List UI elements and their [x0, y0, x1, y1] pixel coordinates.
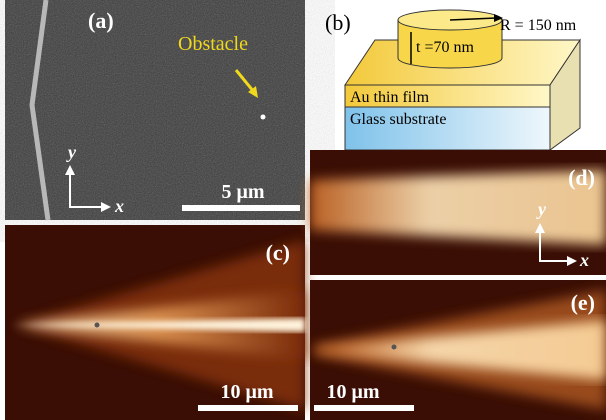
panel-label: (e) — [571, 290, 595, 315]
film-label: Au thin film — [350, 89, 430, 106]
panel-label: (d) — [568, 165, 595, 190]
panel-label: (b) — [325, 10, 351, 35]
axis-label: y — [536, 199, 547, 219]
annotation: Obstacle — [178, 33, 248, 55]
panel-c: (c) 10 μm — [5, 225, 305, 420]
substrate-label: Glass substrate — [350, 111, 446, 128]
obstacle-dot — [392, 345, 397, 350]
panel-b: (b) R = 150 nm t =70 nm Au thin film Gla… — [325, 10, 580, 150]
scale-text: 10 μm — [221, 381, 274, 403]
axis-label: y — [66, 142, 77, 162]
panel-label: (c) — [266, 240, 290, 265]
panel-a: (a) Obstacle y x 5 μm — [5, 0, 305, 220]
scale-text: 5 μm — [222, 181, 265, 203]
scale-bar — [182, 205, 300, 211]
obstacle-dot — [95, 323, 100, 328]
thickness-label: t =70 nm — [416, 39, 474, 56]
obstacle-dot — [261, 115, 266, 120]
axis-label: x — [579, 250, 589, 270]
figure: (a) Obstacle y x 5 μm (b) R = 150 nm t =… — [0, 0, 606, 420]
panel-e: (e) 10 μm — [310, 280, 606, 420]
panel-d: (d) y x — [310, 150, 606, 275]
scale-bar — [198, 405, 298, 411]
axis-label: x — [114, 196, 124, 216]
panel-label: (a) — [88, 8, 114, 33]
scale-bar — [314, 405, 414, 411]
scale-text: 10 μm — [327, 381, 380, 403]
radius-label: R = 150 nm — [500, 17, 577, 34]
